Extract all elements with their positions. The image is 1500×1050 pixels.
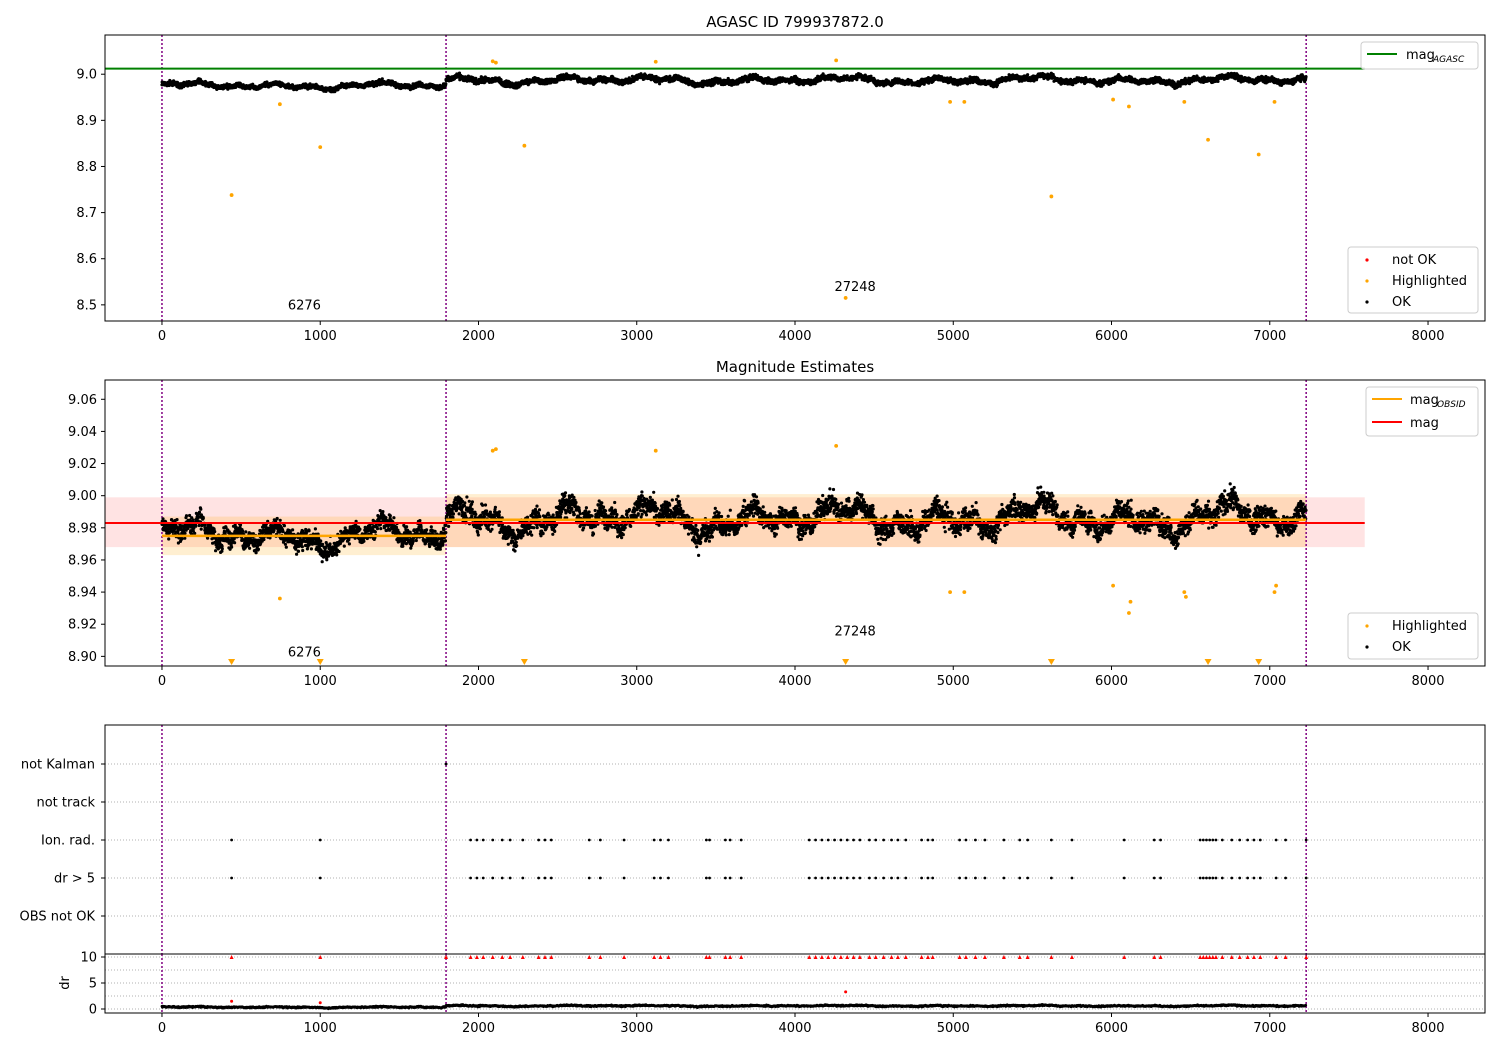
agasc-ok-point xyxy=(265,80,269,84)
agasc-magnitude-panel: AGASC ID 799937872.0 0 1000 2000 3000 4000 50… xyxy=(76,13,1486,344)
agasc-panel-title: AGASC ID 799937872.0 xyxy=(706,13,884,31)
agasc-ok-point xyxy=(444,82,448,86)
agasc-ok-point xyxy=(380,77,384,81)
agasc-ok-point xyxy=(1026,73,1030,77)
